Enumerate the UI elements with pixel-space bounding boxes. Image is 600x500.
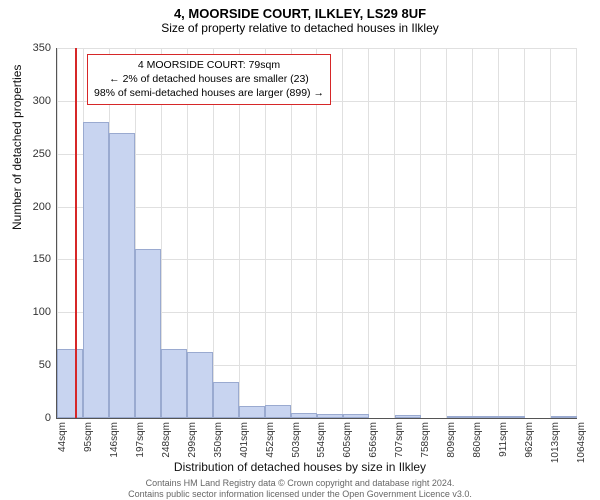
- annotation-line: 4 MOORSIDE COURT: 79sqm: [94, 58, 324, 72]
- gridline-v: [498, 48, 499, 418]
- chart-container: 4, MOORSIDE COURT, ILKLEY, LS29 8UF Size…: [0, 0, 600, 500]
- histogram-bar: [109, 133, 135, 418]
- x-tick-label: 554sqm: [316, 422, 327, 458]
- histogram-bar: [499, 416, 525, 418]
- x-tick-label: 350sqm: [213, 422, 224, 458]
- x-tick-label: 911sqm: [498, 422, 509, 457]
- histogram-bar: [265, 405, 291, 418]
- histogram-bar: [447, 416, 473, 418]
- gridline-v: [472, 48, 473, 418]
- histogram-bar: [473, 416, 499, 418]
- gridline-v: [368, 48, 369, 418]
- histogram-bar: [239, 406, 265, 418]
- gridline-v: [446, 48, 447, 418]
- histogram-bar: [57, 349, 83, 418]
- annotation-line: ← 2% of detached houses are smaller (23): [94, 72, 324, 86]
- x-tick-label: 707sqm: [394, 422, 405, 458]
- x-tick-label: 1064sqm: [576, 422, 587, 463]
- annotation-box: 4 MOORSIDE COURT: 79sqm← 2% of detached …: [87, 54, 331, 105]
- x-tick-label: 962sqm: [524, 422, 535, 458]
- x-tick-label: 197sqm: [135, 422, 146, 458]
- histogram-bar: [317, 414, 343, 418]
- x-tick-label: 95sqm: [83, 422, 94, 452]
- gridline-v: [576, 48, 577, 418]
- attribution-line2: Contains public sector information licen…: [0, 489, 600, 500]
- x-tick-label: 656sqm: [368, 422, 379, 458]
- plot-area: 05010015020025030035044sqm95sqm146sqm197…: [56, 48, 577, 419]
- y-tick-label: 100: [33, 306, 51, 318]
- x-tick-label: 248sqm: [161, 422, 172, 458]
- chart-title: 4, MOORSIDE COURT, ILKLEY, LS29 8UF: [0, 0, 600, 21]
- chart-subtitle: Size of property relative to detached ho…: [0, 21, 600, 39]
- marker-line: [75, 48, 77, 418]
- histogram-bar: [83, 122, 109, 418]
- y-tick-label: 150: [33, 253, 51, 265]
- y-tick-label: 200: [33, 201, 51, 213]
- y-axis-label: Number of detached properties: [10, 65, 24, 230]
- x-tick-label: 605sqm: [342, 422, 353, 458]
- y-tick-label: 50: [39, 359, 51, 371]
- x-tick-label: 299sqm: [187, 422, 198, 458]
- x-tick-label: 44sqm: [57, 422, 68, 452]
- x-tick-label: 503sqm: [291, 422, 302, 458]
- annotation-line: 98% of semi-detached houses are larger (…: [94, 86, 324, 100]
- histogram-bar: [395, 415, 421, 418]
- histogram-bar: [551, 416, 577, 418]
- gridline-v: [524, 48, 525, 418]
- gridline-v: [420, 48, 421, 418]
- histogram-bar: [343, 414, 369, 418]
- histogram-bar: [213, 382, 239, 418]
- x-tick-label: 758sqm: [420, 422, 431, 458]
- y-tick-label: 300: [33, 95, 51, 107]
- y-tick-label: 250: [33, 148, 51, 160]
- attribution-text: Contains HM Land Registry data © Crown c…: [0, 478, 600, 500]
- x-tick-label: 146sqm: [109, 422, 120, 458]
- y-tick-label: 0: [45, 412, 51, 424]
- x-tick-label: 452sqm: [265, 422, 276, 458]
- histogram-bar: [161, 349, 187, 418]
- attribution-line1: Contains HM Land Registry data © Crown c…: [0, 478, 600, 489]
- histogram-bar: [291, 413, 317, 418]
- x-axis-label: Distribution of detached houses by size …: [0, 460, 600, 474]
- histogram-bar: [135, 249, 161, 418]
- x-tick-label: 401sqm: [239, 422, 250, 458]
- histogram-bar: [187, 352, 213, 418]
- gridline-v: [342, 48, 343, 418]
- gridline-v: [550, 48, 551, 418]
- y-tick-label: 350: [33, 42, 51, 54]
- gridline-v: [394, 48, 395, 418]
- x-tick-label: 860sqm: [472, 422, 483, 458]
- x-tick-label: 809sqm: [446, 422, 457, 458]
- x-tick-label: 1013sqm: [550, 422, 561, 463]
